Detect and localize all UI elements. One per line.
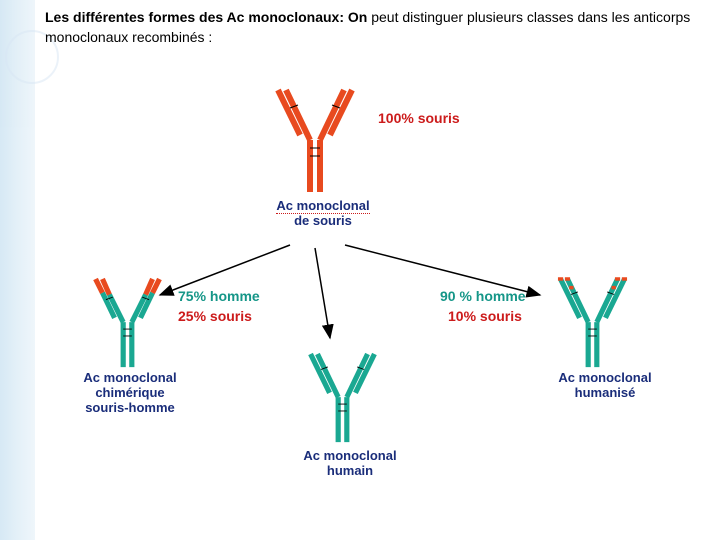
header-text: Les différentes formes des Ac monoclonau… xyxy=(45,8,700,47)
label-10-souris: 10% souris xyxy=(448,308,522,324)
label-25-souris: 25% souris xyxy=(178,308,252,324)
diagram-container: 100% souris Ac monoclonal de souris xyxy=(0,60,720,540)
header-title: Les différentes formes des Ac monoclonau… xyxy=(45,9,367,25)
antibody-human xyxy=(295,345,390,450)
label-humanized: Ac monoclonal humanisé xyxy=(545,370,665,400)
label-90-homme: 90 % homme xyxy=(440,288,526,304)
label-75-homme: 75% homme xyxy=(178,288,260,304)
label-chimeric: Ac monoclonal chimérique souris-homme xyxy=(70,370,190,415)
label-100-souris: 100% souris xyxy=(378,110,460,126)
antibody-humanized xyxy=(545,270,640,375)
label-human: Ac monoclonal humain xyxy=(290,448,410,478)
label-ac-mono-souris: Ac monoclonal de souris xyxy=(258,198,388,228)
antibody-chimeric xyxy=(80,270,175,375)
antibody-mouse xyxy=(260,80,370,200)
